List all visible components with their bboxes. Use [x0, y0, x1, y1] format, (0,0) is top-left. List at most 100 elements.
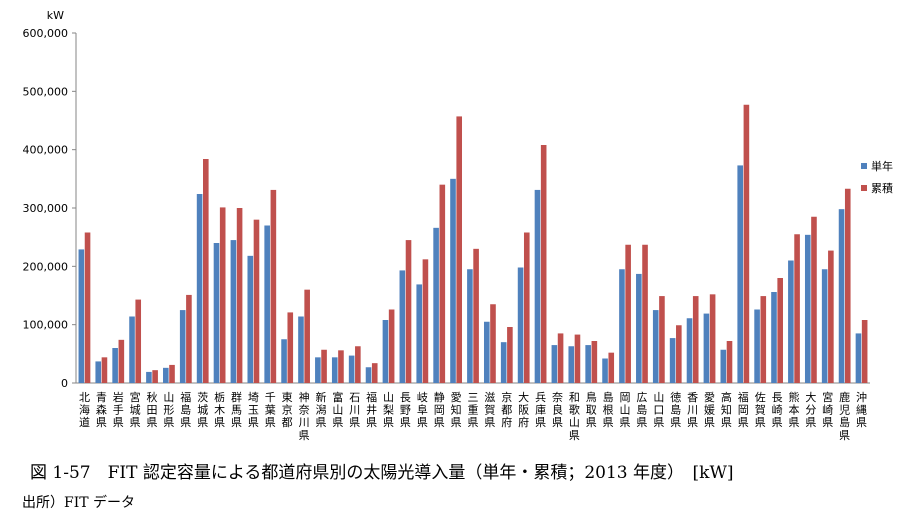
bar-single-year — [585, 345, 591, 383]
bar-single-year — [619, 269, 625, 383]
y-tick-label: 0 — [61, 377, 68, 390]
bar-single-year — [855, 333, 862, 383]
x-tick-label: 福岡県 — [738, 390, 749, 429]
bar-cumulative — [760, 296, 767, 383]
y-tick-label: 400,000 — [23, 144, 69, 157]
legend-swatch — [861, 163, 867, 169]
x-tick-label: 兵庫県 — [535, 391, 546, 429]
bar-single-year — [416, 284, 423, 383]
x-tick-label: 新潟県 — [315, 390, 326, 429]
bar-cumulative — [405, 240, 412, 383]
bar-single-year — [78, 249, 85, 383]
x-tick-label: 宮崎県 — [822, 390, 833, 429]
bar-cumulative — [861, 320, 868, 383]
bar-cumulative — [84, 232, 91, 383]
bar-single-year — [467, 269, 473, 383]
bar-cumulative — [777, 278, 783, 383]
x-tick-label: 奈良県 — [552, 390, 563, 429]
x-tick-label: 広島県 — [636, 391, 647, 429]
x-tick-label: 熊本県 — [788, 390, 799, 429]
bar-single-year — [179, 310, 186, 383]
x-tick-label: 大阪府 — [518, 390, 529, 429]
bar-single-year — [247, 255, 254, 383]
x-tick-label: 秋田県 — [147, 390, 158, 429]
bar-single-year — [754, 309, 760, 383]
y-tick-label: 500,000 — [23, 85, 69, 98]
bar-single-year — [483, 321, 490, 383]
bar-single-year — [382, 320, 389, 383]
bar-single-year — [196, 194, 203, 383]
bar-cumulative — [338, 350, 344, 383]
chart-axes: 0 100,000 200,000 300,000 400,000 500,000 600,… — [23, 9, 870, 390]
bar-cumulative — [844, 188, 851, 383]
x-tick-label: 滋賀県 — [484, 391, 495, 429]
x-tick-label: 高知県 — [721, 390, 732, 429]
x-tick-label: 岩手県 — [113, 390, 124, 429]
bar-single-year — [517, 267, 524, 383]
bar-single-year — [534, 189, 541, 383]
bar-cumulative — [557, 333, 564, 383]
bar-single-year — [602, 358, 608, 383]
bar-cumulative — [473, 248, 479, 383]
y-axis-unit: kW — [47, 9, 64, 22]
x-axis-labels: 北海道青森県岩手県宮城県秋田県山形県福島県茨城県栃木県群馬県埼玉県千葉県東京都神… — [79, 390, 867, 442]
bar-cumulative — [676, 325, 682, 383]
bar-single-year — [163, 367, 169, 383]
bar-cumulative — [219, 207, 226, 383]
bar-single-year — [669, 338, 676, 383]
x-tick-label: 福島県 — [180, 390, 191, 429]
bar-cumulative — [186, 294, 192, 383]
bar-single-year — [720, 349, 727, 383]
bar-single-year — [737, 165, 743, 383]
bar-single-year — [146, 371, 152, 383]
x-tick-label: 愛知県 — [451, 391, 462, 429]
bar-single-year — [298, 316, 304, 383]
bar-single-year — [399, 270, 406, 383]
bar-single-year — [703, 313, 710, 383]
x-tick-label: 静岡県 — [434, 390, 445, 429]
bar-single-year — [213, 243, 220, 383]
bar-cumulative — [591, 341, 598, 383]
x-tick-label: 埼玉県 — [248, 390, 259, 429]
bar-cumulative — [371, 363, 378, 383]
x-tick-label: 長崎県 — [772, 391, 783, 429]
x-tick-label: 山梨県 — [383, 391, 394, 429]
bar-cumulative — [540, 145, 547, 383]
bar-cumulative — [135, 299, 142, 383]
y-tick-label: 200,000 — [23, 260, 69, 273]
bar-single-year — [652, 310, 659, 383]
bar-cumulative — [574, 334, 581, 383]
bar-cumulative — [253, 219, 260, 383]
bar-single-year — [838, 209, 845, 383]
bar-single-year — [129, 316, 135, 383]
bar-cumulative — [608, 352, 615, 383]
x-tick-label: 宮城県 — [130, 390, 141, 429]
bar-cumulative — [152, 370, 158, 383]
bar-cumulative — [422, 259, 429, 383]
bar-single-year — [500, 342, 507, 383]
x-tick-label: 大分県 — [805, 390, 816, 429]
y-tick-label: 600,000 — [23, 27, 69, 40]
x-tick-label: 香川県 — [687, 391, 698, 429]
bar-cumulative — [439, 184, 446, 383]
bar-single-year — [433, 227, 439, 383]
legend-label: 単年 — [871, 159, 893, 173]
bar-cumulative — [794, 234, 800, 383]
x-tick-label: 石川県 — [349, 391, 360, 429]
bar-single-year — [450, 178, 456, 383]
y-tick-label: 100,000 — [23, 319, 69, 332]
bar-cumulative — [692, 296, 699, 383]
x-tick-label: 和歌山県 — [569, 391, 580, 442]
x-tick-label: 沖縄県 — [856, 391, 867, 429]
x-tick-label: 東京都 — [282, 391, 293, 429]
bar-single-year — [771, 292, 777, 383]
bar-cumulative — [828, 250, 834, 383]
x-tick-label: 群馬県 — [231, 390, 242, 429]
legend-label: 累積 — [871, 181, 893, 195]
bar-cumulative — [321, 349, 327, 383]
x-tick-label: 岡山県 — [620, 391, 631, 429]
x-tick-label: 茨城県 — [197, 390, 208, 429]
y-tick-label: 300,000 — [23, 202, 69, 215]
bar-single-year — [112, 348, 118, 383]
